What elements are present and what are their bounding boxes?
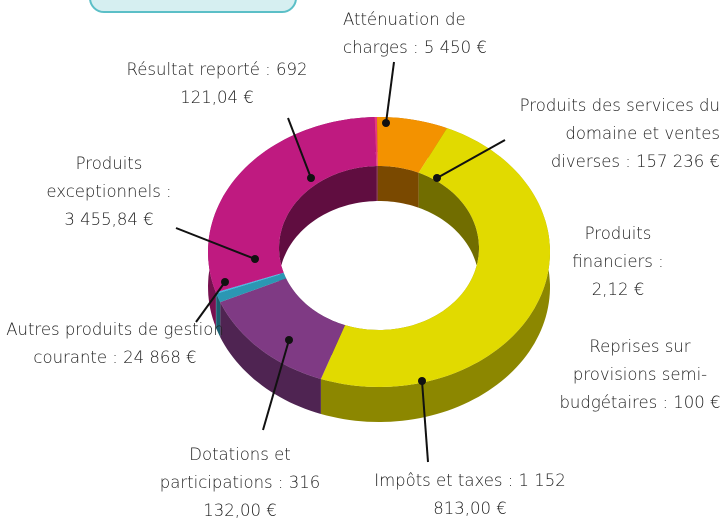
- category-label: Reprises sur provisions semi-budgétaires…: [559, 337, 708, 412]
- slice-label: Impôts et taxes : 1 152 813,00 €: [355, 467, 585, 523]
- category-label: Impôts et taxes :: [374, 471, 514, 490]
- slice: [216, 273, 287, 303]
- value-label: 2,12 €: [591, 280, 645, 299]
- slice: [208, 117, 377, 293]
- outer-wall: [216, 293, 221, 338]
- slice-label: Atténuation de charges : 5 450 €: [343, 6, 533, 62]
- leader-dot: [307, 174, 315, 182]
- value-label: 157 236 €: [636, 152, 720, 171]
- value-label: 5 450 €: [423, 38, 487, 57]
- leader-line: [262, 339, 290, 431]
- value-label: 24 868 €: [123, 348, 197, 367]
- category-label: Autres produits de gestion courante :: [6, 320, 224, 367]
- inner-wall: [377, 166, 419, 208]
- slice: [215, 272, 284, 294]
- leader-line: [385, 61, 395, 124]
- inner-wall: [376, 166, 378, 201]
- leader-dot: [433, 174, 441, 182]
- category-label: Dotations et participations :: [159, 445, 291, 492]
- header-tab: [89, 0, 297, 13]
- leader-dot: [382, 119, 390, 127]
- category-label: Produits exceptionnels :: [46, 154, 172, 201]
- value-label: 316 132,00 €: [203, 473, 321, 520]
- category-label: Résultat reporté :: [126, 60, 271, 79]
- slice: [418, 128, 447, 173]
- inner-wall: [279, 166, 377, 308]
- slice-label: Produits des services du domaine et vent…: [498, 92, 720, 176]
- slice: [220, 278, 345, 379]
- leader-line: [287, 117, 312, 179]
- leader-line: [195, 281, 226, 323]
- outer-wall: [220, 302, 321, 414]
- value-label: 692 121,04 €: [180, 60, 308, 107]
- slice-label: Produits financiers : 2,12 €: [558, 220, 678, 304]
- value-label: 100 €: [673, 393, 721, 412]
- leader-line: [175, 227, 256, 260]
- value-label: 3 455,84 €: [64, 210, 154, 229]
- leader-line: [421, 380, 429, 463]
- leader-dot: [221, 278, 229, 286]
- slice-label: Dotations et participations : 316 132,00…: [145, 441, 335, 523]
- slice-label: Autres produits de gestion courante : 24…: [0, 316, 230, 372]
- category-label: Produits des services du domaine et vent…: [519, 96, 720, 171]
- category-label: Produits financiers :: [572, 224, 664, 271]
- leader-dot: [251, 255, 259, 263]
- slice-label: Produits exceptionnels : 3 455,84 €: [40, 150, 178, 234]
- leader-line: [436, 139, 506, 179]
- slice-label: Résultat reporté : 692 121,04 €: [122, 56, 312, 112]
- leader-dot: [285, 336, 293, 344]
- slice: [320, 128, 550, 387]
- outer-wall: [320, 128, 550, 422]
- slice-label: Reprises sur provisions semi-budgétaires…: [552, 333, 726, 417]
- value-label: 1 152 813,00 €: [433, 471, 566, 518]
- category-label: Atténuation de charges :: [343, 10, 466, 57]
- leader-dot: [418, 377, 426, 385]
- slice: [377, 117, 447, 173]
- slice: [374, 117, 378, 166]
